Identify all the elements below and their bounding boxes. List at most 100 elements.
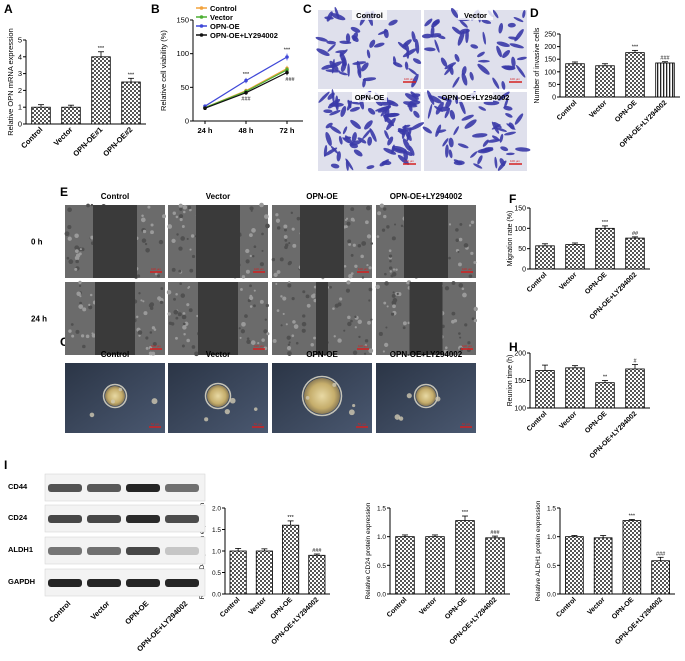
cell-texture	[265, 303, 269, 308]
y-tick-label: 0.5	[212, 570, 221, 577]
cell-texture	[444, 346, 448, 350]
cell-texture	[444, 286, 450, 291]
cell-texture	[167, 224, 173, 229]
cell-texture	[145, 346, 149, 350]
cell-texture	[90, 203, 94, 207]
stained-cell	[326, 40, 337, 45]
data-point	[285, 55, 289, 59]
cell-texture	[283, 224, 288, 229]
cell-texture	[352, 350, 358, 355]
stained-cell	[352, 32, 358, 41]
cell-texture	[389, 270, 392, 273]
panel-label-c: C	[303, 2, 312, 16]
cell-texture	[138, 334, 141, 337]
cell-texture	[171, 267, 176, 272]
cell-texture	[263, 329, 268, 334]
data-point	[285, 68, 289, 72]
protein-band	[165, 547, 199, 555]
stained-cell	[323, 109, 333, 114]
cell-texture	[248, 233, 253, 238]
category-label: Vector	[588, 99, 608, 119]
stained-cell	[329, 60, 339, 71]
cell-texture	[74, 267, 78, 271]
cell-texture	[293, 324, 299, 329]
cell-texture	[85, 334, 90, 339]
cell-texture	[156, 274, 161, 278]
cell-texture	[240, 288, 243, 291]
cell-texture	[140, 299, 143, 302]
bar-2	[595, 65, 615, 98]
cell-texture	[252, 254, 255, 258]
cell-texture	[462, 292, 467, 298]
stained-cell	[502, 49, 511, 58]
cell-texture	[463, 243, 469, 248]
stained-cell	[448, 149, 453, 159]
cell-texture	[352, 243, 356, 247]
cell-texture	[276, 270, 281, 274]
stained-cell	[397, 154, 410, 165]
cell-texture	[458, 332, 461, 335]
category-label: OPN-OE#2	[101, 125, 134, 158]
cell-texture	[286, 346, 292, 351]
cell-texture	[473, 260, 477, 264]
stained-cell	[453, 160, 465, 166]
cell-texture	[275, 218, 281, 223]
stained-cell	[459, 28, 470, 34]
stained-cell	[473, 163, 483, 169]
stained-cell	[480, 147, 494, 153]
micrograph-label: Control	[356, 11, 383, 20]
stained-cell	[357, 69, 362, 79]
stained-cell	[507, 22, 516, 28]
panel-label-h: H	[509, 340, 518, 354]
stained-cell	[499, 133, 504, 143]
scale-bar-label: 100 μm	[404, 77, 415, 81]
significance-label: ***	[243, 72, 250, 78]
x-tick-label: 72 h	[279, 126, 294, 135]
cell-texture	[145, 336, 149, 340]
cell-texture	[389, 259, 392, 263]
stained-cell	[384, 107, 390, 123]
cell-texture	[282, 296, 287, 301]
stained-cell	[498, 91, 510, 101]
cell-texture	[240, 329, 246, 334]
cell-texture	[158, 239, 164, 245]
cell-texture	[348, 242, 352, 246]
cell-texture	[458, 283, 464, 288]
stained-cell	[470, 44, 479, 49]
significance-label: #	[633, 359, 637, 365]
cell-texture	[364, 344, 368, 347]
bar-4	[625, 368, 645, 409]
sphere-rim	[413, 383, 439, 409]
significance-label: ***	[287, 515, 294, 521]
y-tick-label: 0	[18, 120, 22, 129]
cell-texture	[377, 211, 382, 216]
cell-texture	[144, 242, 148, 246]
lane-label: Control	[47, 599, 72, 624]
panel-label-f: F	[509, 192, 516, 206]
stained-cell	[411, 31, 416, 43]
category-label: Control	[526, 410, 549, 433]
x-tick-label: 24 h	[197, 126, 212, 135]
cell-texture	[357, 243, 362, 248]
y-tick-label: 1.5	[547, 506, 556, 513]
bar-3	[625, 52, 645, 98]
stained-cell	[330, 163, 340, 169]
panel-label-g: G	[60, 335, 69, 349]
column-label: OPN-OE	[306, 192, 338, 201]
cell-texture	[295, 341, 299, 345]
bar-2	[565, 367, 585, 409]
micrograph-label: OPN-OE+LY294002	[442, 93, 510, 102]
cell-texture	[275, 213, 279, 217]
stained-cell	[522, 10, 526, 19]
stained-cell	[461, 66, 467, 76]
cell-texture	[290, 211, 293, 215]
stained-cell	[366, 165, 375, 170]
label-backdrop	[458, 10, 493, 20]
scale-bar-label: 50 μm	[462, 422, 471, 426]
y-tick-label: 0	[552, 95, 556, 102]
cell-texture	[68, 259, 74, 265]
label-backdrop	[352, 92, 387, 102]
y-tick-label: 1	[18, 103, 22, 112]
cell-texture	[180, 293, 186, 298]
stained-cell	[325, 131, 332, 147]
